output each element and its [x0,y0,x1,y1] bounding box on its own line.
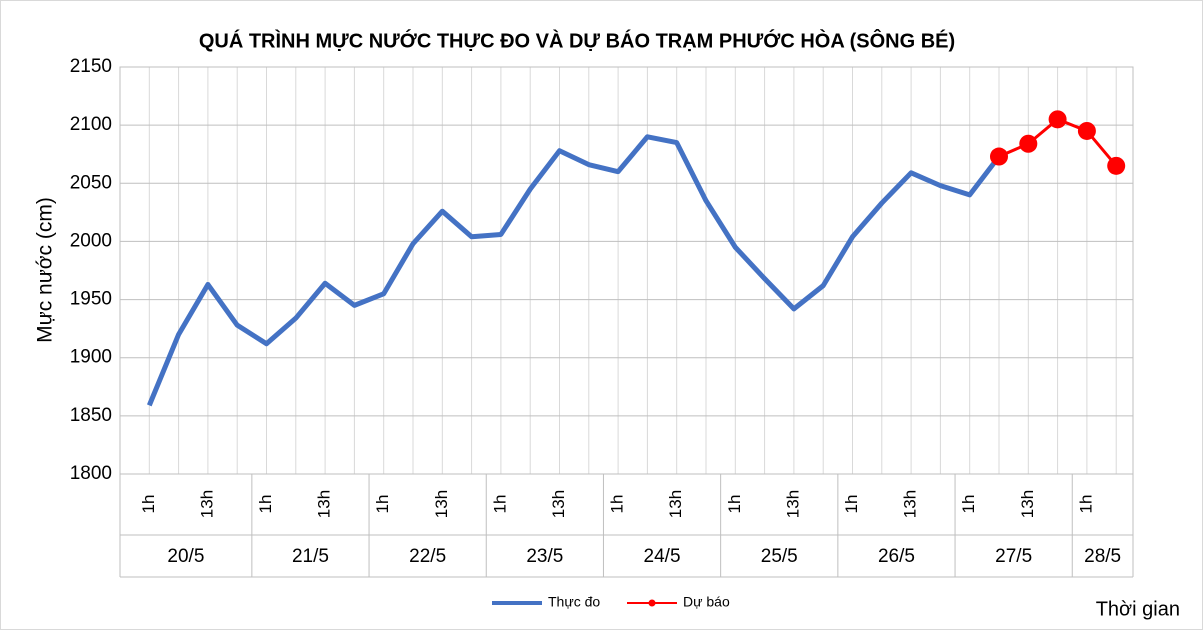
x-tick-label: 13h [1018,490,1037,518]
group-label: 21/5 [292,546,329,567]
y-tick-label: 2100 [70,114,112,135]
group-label: 22/5 [409,546,446,567]
point [1019,134,1038,153]
group-label: 26/5 [878,546,915,567]
x-tick-label: 1h [1076,495,1095,514]
y-tick-label: 2050 [70,172,112,193]
group-label: 25/5 [761,546,798,567]
x-tick-label: 1h [373,495,392,514]
y-tick-label: 1950 [70,289,112,310]
x-tick-label: 13h [197,490,216,518]
group-label: 23/5 [526,546,563,567]
point [1107,156,1126,175]
legend-label: Thực đo [548,594,600,610]
y-tick-label: 1800 [70,463,112,484]
point [990,147,1008,166]
y-tick-label: 1850 [70,405,112,426]
x-axis-label: Thời gian [1096,598,1180,620]
x-tick-label: 1h [256,495,275,514]
x-tick-label: 1h [490,495,509,514]
x-tick-label: 13h [549,490,568,518]
x-tick-label: 1h [139,495,158,514]
legend-label: Dự báo [683,594,730,610]
x-tick-label: 13h [783,490,802,518]
point [1077,121,1096,140]
x-tick-label: 1h [842,495,861,514]
chart-title: QUÁ TRÌNH MỰC NƯỚC THỰC ĐO VÀ DỰ BÁO TRẠ… [199,28,955,52]
group-label: 20/5 [167,546,204,567]
point [1048,110,1067,129]
x-tick-label: 13h [315,490,334,518]
group-label: 27/5 [995,546,1032,567]
plot-border [119,66,1134,475]
x-tick-label: 1h [959,495,978,514]
y-tick-label: 2000 [70,230,112,251]
x-tick-label: 13h [432,490,451,518]
x-tick-label: 13h [666,490,685,518]
y-tick-label: 2150 [70,56,112,77]
series-line [146,134,1001,407]
x-tick-label: 13h [901,490,920,518]
group-label: 24/5 [644,546,681,567]
group-label: 28/5 [1084,546,1121,567]
x-tick-label: 1h [608,495,627,514]
y-tick-label: 1900 [70,347,112,368]
x-tick-label: 1h [725,495,744,514]
y-axis-label: Mực nước (cm) [34,197,57,343]
legend-marker [648,599,656,607]
